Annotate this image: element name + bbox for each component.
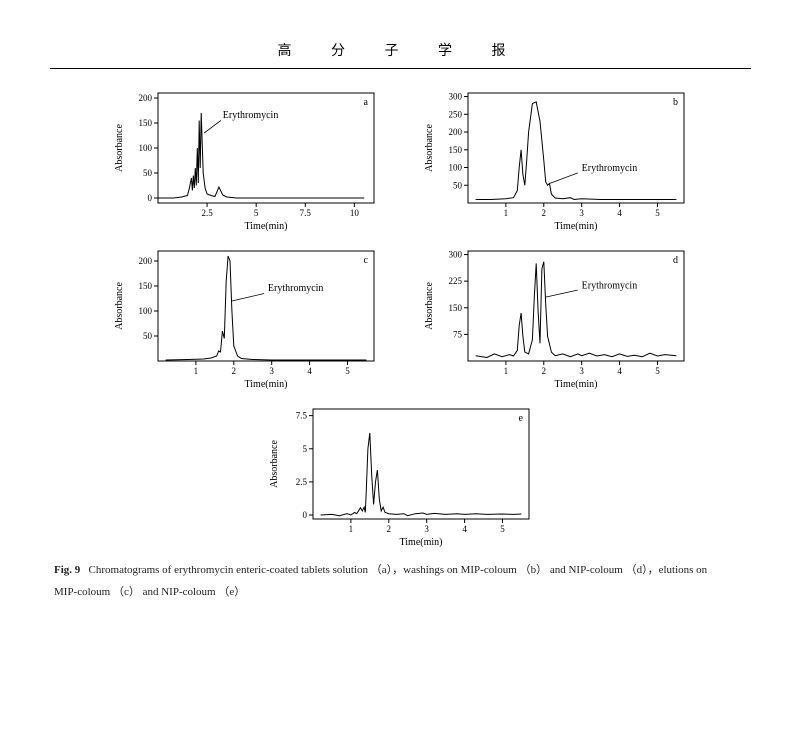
charts-row-2: 1 2 3 4 5 50 100 150 200 Time(min) Absorbance c Eryt… xyxy=(50,241,751,389)
svg-text:10: 10 xyxy=(349,208,359,218)
charts-row-3: 1 2 3 4 5 0 2.5 5 7.5 Time(min) Absorbance e xyxy=(50,399,751,547)
svg-text:7.5: 7.5 xyxy=(299,208,311,218)
svg-text:0: 0 xyxy=(147,193,152,203)
svg-text:100: 100 xyxy=(448,163,462,173)
svg-text:Erythromycin: Erythromycin xyxy=(581,163,637,174)
svg-text:e: e xyxy=(518,413,523,424)
svg-text:d: d xyxy=(673,255,678,266)
svg-text:150: 150 xyxy=(138,281,152,291)
svg-text:3: 3 xyxy=(424,524,429,534)
svg-text:1: 1 xyxy=(193,366,198,376)
svg-text:1: 1 xyxy=(503,366,508,376)
svg-text:7.5: 7.5 xyxy=(295,411,307,421)
svg-text:2: 2 xyxy=(231,366,236,376)
svg-text:2.5: 2.5 xyxy=(295,477,307,487)
svg-text:b: b xyxy=(673,97,678,108)
chart-d: 1 2 3 4 5 75 150 225 300 Time(min) Absorbance d Eryt… xyxy=(416,241,696,389)
svg-text:150: 150 xyxy=(448,303,462,313)
svg-text:5: 5 xyxy=(655,208,660,218)
svg-text:250: 250 xyxy=(448,109,462,119)
svg-text:Erythromycin: Erythromycin xyxy=(581,280,637,291)
svg-text:3: 3 xyxy=(579,208,584,218)
svg-text:4: 4 xyxy=(307,366,312,376)
svg-text:4: 4 xyxy=(617,208,622,218)
svg-text:150: 150 xyxy=(138,118,152,128)
chart-e: 1 2 3 4 5 0 2.5 5 7.5 Time(min) Absorbance e xyxy=(261,399,541,547)
caption-prefix: Fig. 9 xyxy=(54,564,80,576)
svg-text:1: 1 xyxy=(348,524,353,534)
caption-line-1: Chromatograms of erythromycin enteric-co… xyxy=(89,564,708,576)
page: 高 分 子 学 报 2.557.510050100150200Time(min)… xyxy=(0,0,801,732)
svg-text:2: 2 xyxy=(541,208,546,218)
header-rule xyxy=(50,68,751,69)
svg-text:Absorbance: Absorbance xyxy=(269,440,280,488)
svg-text:225: 225 xyxy=(448,276,462,286)
svg-text:300: 300 xyxy=(448,250,462,260)
svg-text:200: 200 xyxy=(138,93,152,103)
figure-caption: Fig. 9 Chromatograms of erythromycin ent… xyxy=(50,559,751,603)
chart-c: 1 2 3 4 5 50 100 150 200 Time(min) Absorbance c Eryt… xyxy=(106,241,386,389)
svg-text:3: 3 xyxy=(579,366,584,376)
svg-text:5: 5 xyxy=(253,208,258,218)
svg-text:1: 1 xyxy=(503,208,508,218)
svg-text:Absorbance: Absorbance xyxy=(114,124,125,172)
svg-text:75: 75 xyxy=(453,329,463,339)
journal-title: 高 分 子 学 报 xyxy=(50,40,751,68)
svg-text:a: a xyxy=(363,97,368,108)
svg-text:5: 5 xyxy=(655,366,660,376)
svg-text:100: 100 xyxy=(138,306,152,316)
svg-text:Erythromycin: Erythromycin xyxy=(222,110,278,121)
svg-text:Time(min): Time(min) xyxy=(399,537,442,547)
svg-text:5: 5 xyxy=(500,524,505,534)
svg-text:Time(min): Time(min) xyxy=(244,221,287,231)
svg-text:Absorbance: Absorbance xyxy=(114,282,125,330)
svg-text:2: 2 xyxy=(386,524,391,534)
chart-a: 2.557.510050100150200Time(min)Absorbance… xyxy=(106,83,386,231)
charts-row-1: 2.557.510050100150200Time(min)Absorbance… xyxy=(50,83,751,231)
chart-b: 1 2 3 4 5 50 100 150 200 250 300 Time(min) Absorbanc… xyxy=(416,83,696,231)
svg-text:50: 50 xyxy=(143,331,153,341)
svg-text:300: 300 xyxy=(448,92,462,102)
svg-text:150: 150 xyxy=(448,145,462,155)
svg-text:Erythromycin: Erythromycin xyxy=(267,283,323,294)
svg-text:Time(min): Time(min) xyxy=(244,379,287,389)
svg-text:200: 200 xyxy=(138,256,152,266)
svg-text:100: 100 xyxy=(138,143,152,153)
svg-text:4: 4 xyxy=(617,366,622,376)
svg-text:Absorbance: Absorbance xyxy=(424,124,435,172)
svg-text:0: 0 xyxy=(302,510,307,520)
svg-text:Time(min): Time(min) xyxy=(554,379,597,389)
svg-text:2: 2 xyxy=(541,366,546,376)
caption-line-2: MIP-coloum （c） and NIP-coloum （e） xyxy=(54,586,245,598)
svg-text:3: 3 xyxy=(269,366,274,376)
svg-text:200: 200 xyxy=(448,127,462,137)
svg-text:4: 4 xyxy=(462,524,467,534)
svg-text:50: 50 xyxy=(453,180,463,190)
svg-text:Time(min): Time(min) xyxy=(554,221,597,231)
svg-text:5: 5 xyxy=(302,444,307,454)
svg-text:Absorbance: Absorbance xyxy=(424,282,435,330)
svg-text:2.5: 2.5 xyxy=(201,208,213,218)
svg-text:50: 50 xyxy=(143,168,153,178)
svg-text:5: 5 xyxy=(345,366,350,376)
svg-text:c: c xyxy=(363,255,368,266)
